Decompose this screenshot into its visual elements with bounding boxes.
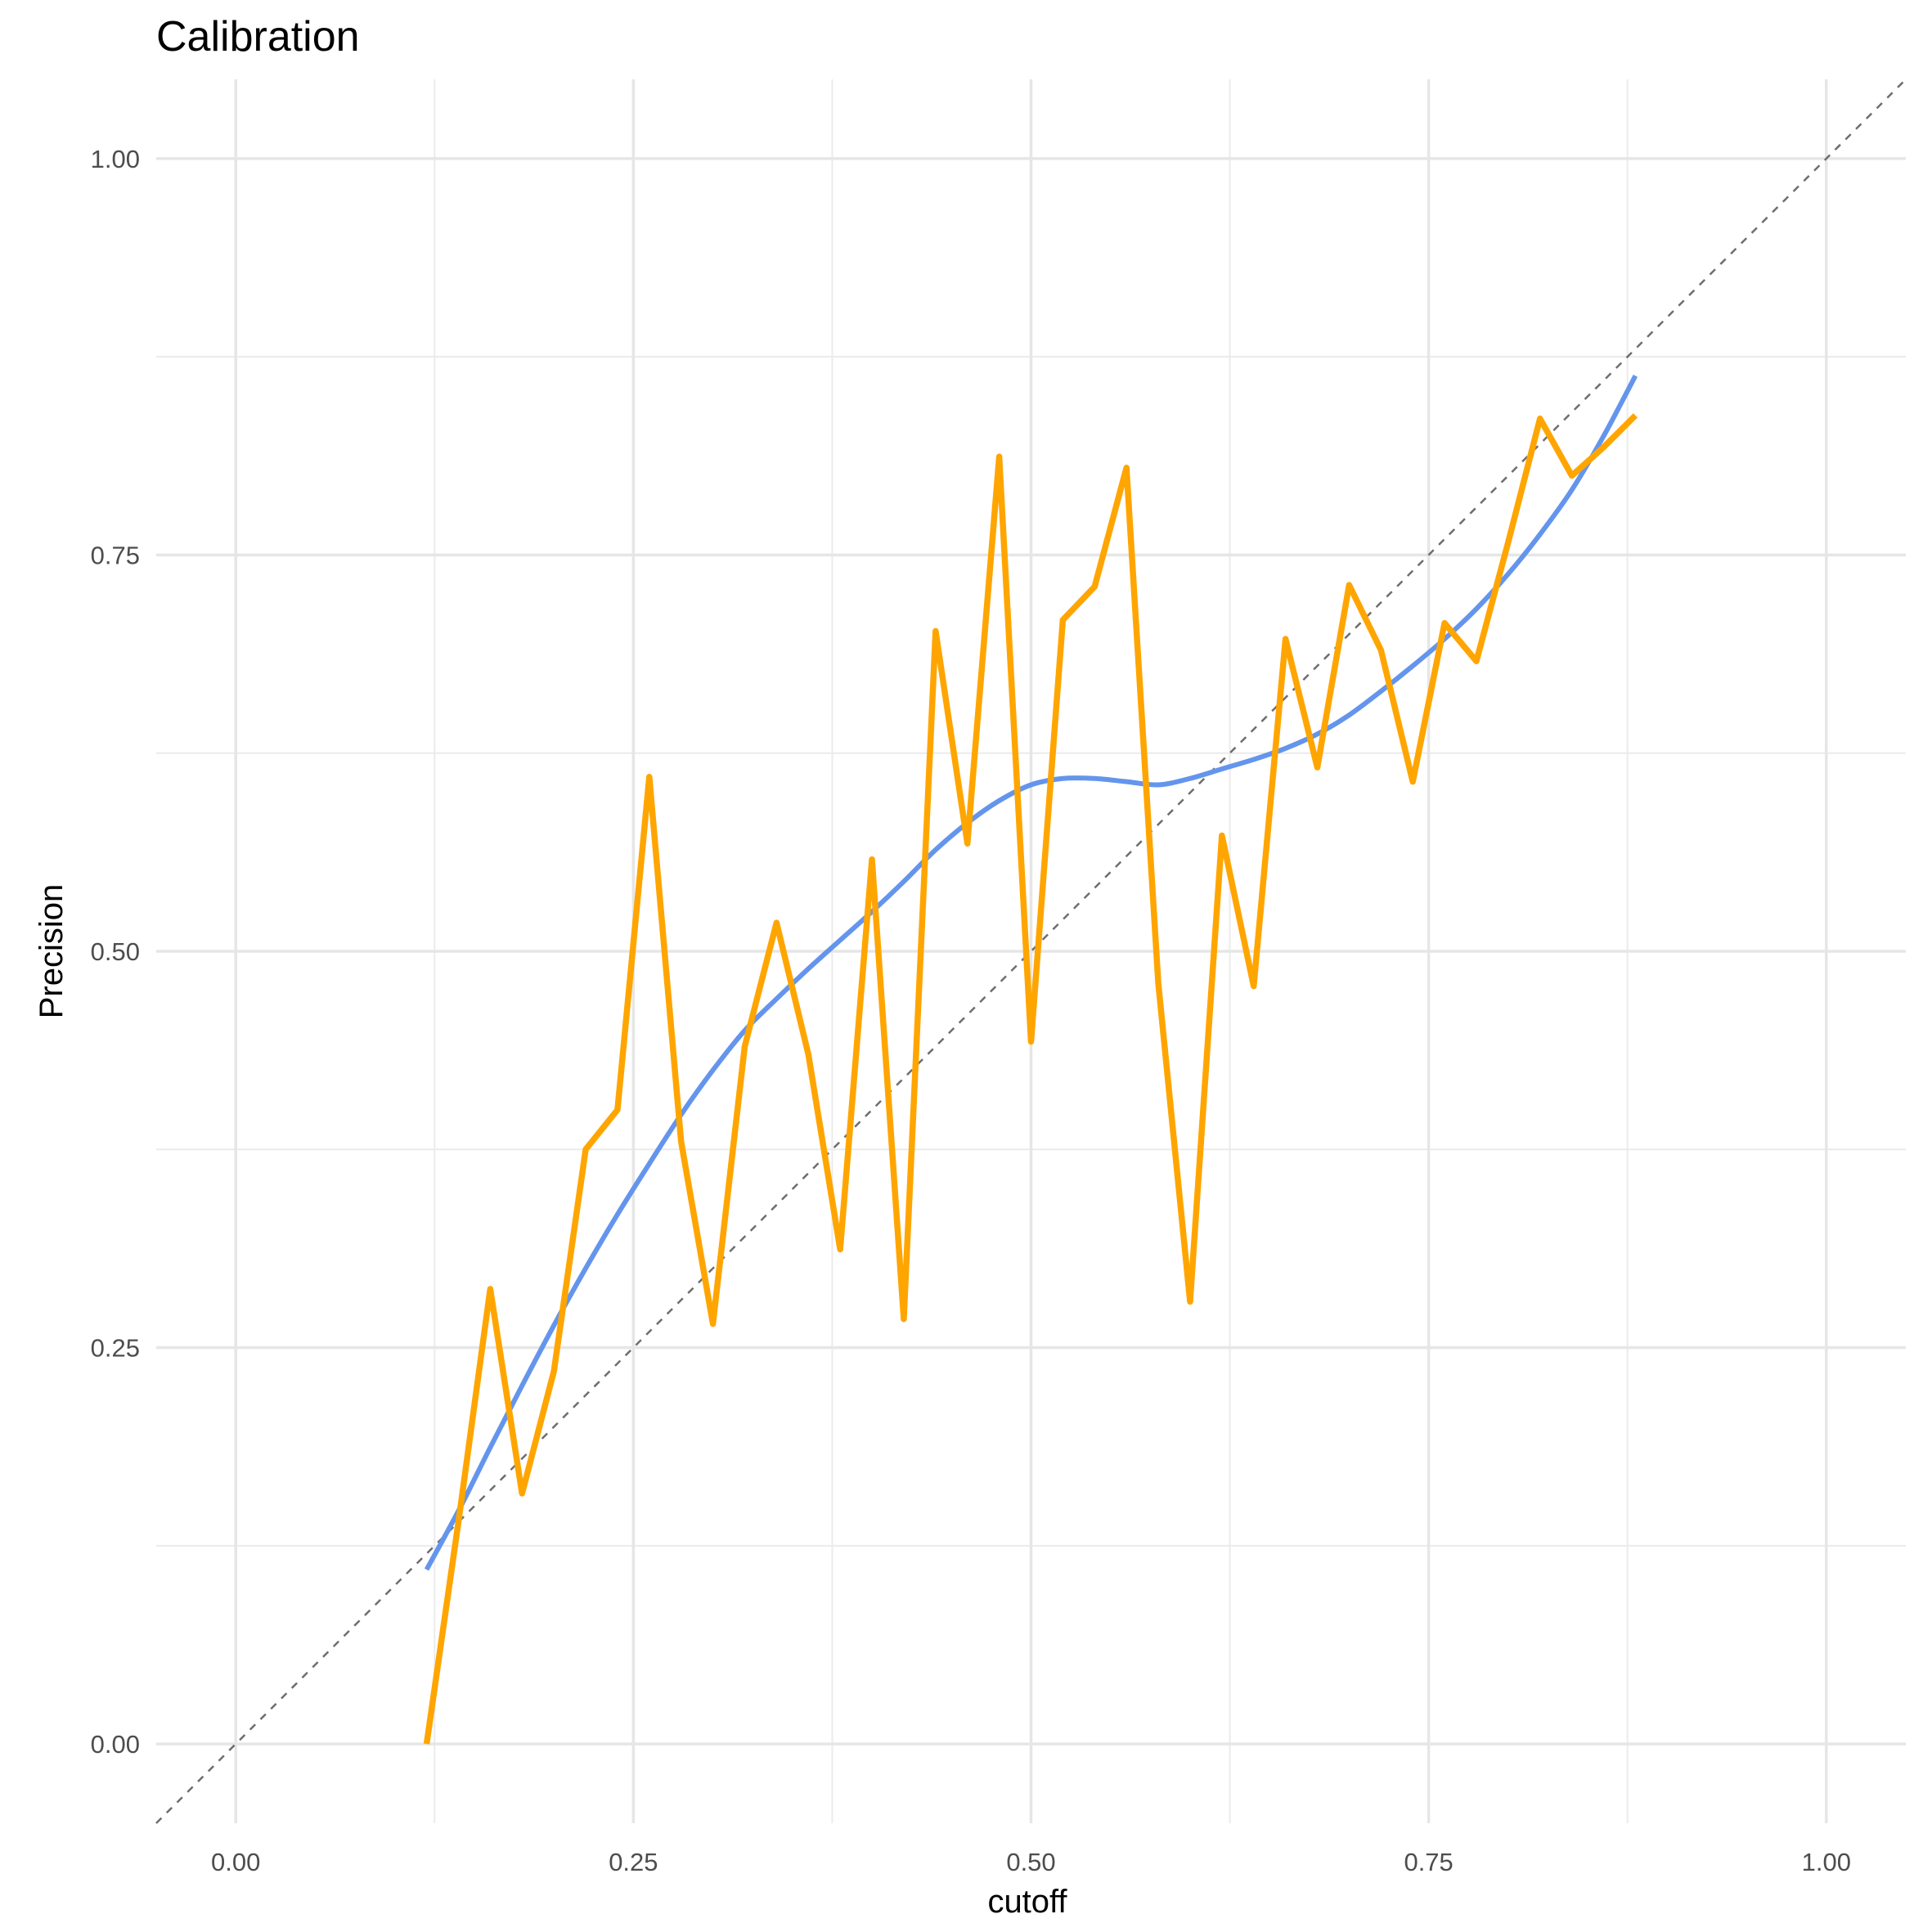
x-axis-label: cutoff	[987, 1884, 1067, 1920]
x-tick-label: 0.25	[609, 1848, 658, 1876]
y-tick-label: 0.25	[91, 1334, 140, 1363]
y-tick-label: 1.00	[91, 145, 140, 173]
observed-series-line	[423, 413, 1638, 1745]
y-axis-label: Precision	[34, 884, 70, 1019]
series-layer	[423, 375, 1638, 1745]
y-tick-label: 0.50	[91, 937, 140, 966]
tick-label-layer: 0.00 0.25 0.50 0.75 1.00 0.00 0.25 0.50 0.75 1.00	[91, 145, 1851, 1876]
grid-layer	[156, 79, 1906, 1823]
x-tick-label: 1.00	[1802, 1848, 1851, 1876]
x-tick-label: 0.50	[1006, 1848, 1055, 1876]
x-tick-label: 0.75	[1404, 1848, 1453, 1876]
y-tick-label: 0.00	[91, 1730, 140, 1759]
x-tick-label: 0.00	[211, 1848, 260, 1876]
chart-title: Calibration	[156, 13, 360, 61]
y-tick-label: 0.75	[91, 541, 140, 569]
